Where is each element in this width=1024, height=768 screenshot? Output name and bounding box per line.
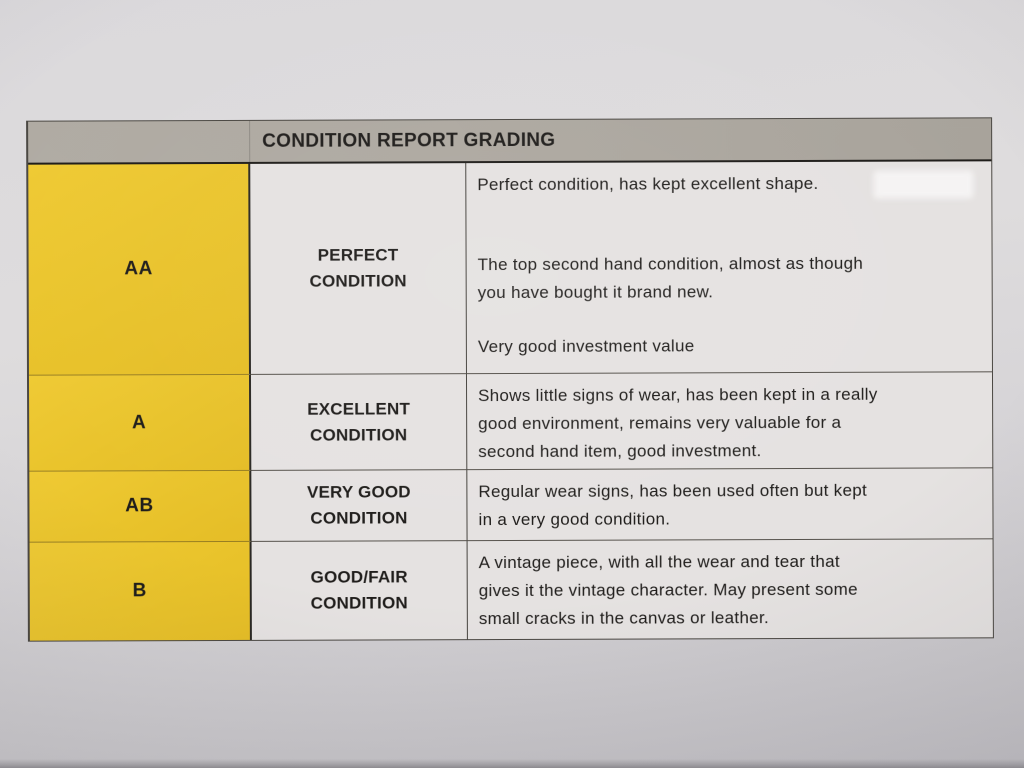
- description-line: Regular wear signs, has been used often …: [478, 480, 868, 502]
- condition-line: PERFECT: [317, 245, 399, 265]
- description-paragraph: Very good investment value: [478, 331, 978, 361]
- description-line: Very good investment value: [477, 336, 695, 357]
- description-paragraph: A vintage piece, with all the wear and t…: [479, 547, 979, 633]
- grade-cell: A: [28, 373, 252, 471]
- description-line: Shows little signs of wear, has been kep…: [478, 384, 878, 406]
- description-cell: Perfect condition, has kept excellent sh…: [466, 161, 992, 373]
- condition-line: CONDITION: [310, 508, 408, 528]
- table-row-b: B GOOD/FAIR CONDITION A vintage piece, w…: [29, 538, 993, 641]
- description-paragraph: The top second hand condition, almost as…: [478, 249, 978, 307]
- description-line: in a very good condition.: [478, 509, 671, 530]
- description-line: good environment, remains very valuable …: [478, 412, 842, 434]
- description-cell: Regular wear signs, has been used often …: [467, 467, 993, 541]
- condition-line: CONDITION: [310, 424, 408, 445]
- table-header-row: CONDITION REPORT GRADING: [28, 118, 992, 165]
- condition-line: VERY GOOD: [306, 482, 411, 502]
- header-empty-cell: [28, 120, 251, 163]
- description-line: small cracks in the canvas or leather.: [478, 608, 770, 629]
- table-title: CONDITION REPORT GRADING: [262, 129, 556, 152]
- description-line: you have bought it brand new.: [477, 282, 714, 303]
- table-row-aa: AA PERFECT CONDITION Perfect condition, …: [28, 161, 992, 375]
- description-line: gives it the vintage character. May pres…: [478, 579, 858, 601]
- condition-line: EXCELLENT: [307, 398, 411, 419]
- condition-line: GOOD/FAIR: [310, 567, 408, 587]
- description-cell: Shows little signs of wear, has been kep…: [466, 371, 993, 470]
- description-line: The top second hand condition, almost as…: [477, 253, 864, 275]
- condition-cell: GOOD/FAIR CONDITION: [251, 540, 468, 640]
- condition-cell: VERY GOOD CONDITION: [251, 469, 468, 541]
- grade-cell: B: [29, 540, 252, 641]
- description-cell: A vintage piece, with all the wear and t…: [467, 538, 993, 640]
- grade-cell: AB: [29, 469, 252, 542]
- description-line: A vintage piece, with all the wear and t…: [478, 551, 840, 573]
- condition-cell: EXCELLENT CONDITION: [250, 373, 468, 470]
- description-line: second hand item, good investment.: [478, 441, 762, 462]
- table-row-ab: AB VERY GOOD CONDITION Regular wear sign…: [29, 467, 993, 542]
- condition-cell: PERFECT CONDITION: [250, 163, 467, 374]
- condition-line: CONDITION: [310, 593, 408, 613]
- description-paragraph: Shows little signs of wear, has been kep…: [478, 380, 978, 466]
- table-row-a: A EXCELLENT CONDITION Shows little signs…: [28, 371, 993, 471]
- paper-bottom-edge: [0, 759, 1024, 768]
- grade-cell: AA: [28, 163, 251, 375]
- whiteout-patch: [873, 170, 974, 199]
- condition-grading-table: CONDITION REPORT GRADING AA PERFECT COND…: [26, 117, 994, 642]
- condition-line: CONDITION: [309, 271, 407, 291]
- description-paragraph: Regular wear signs, has been used often …: [478, 476, 978, 534]
